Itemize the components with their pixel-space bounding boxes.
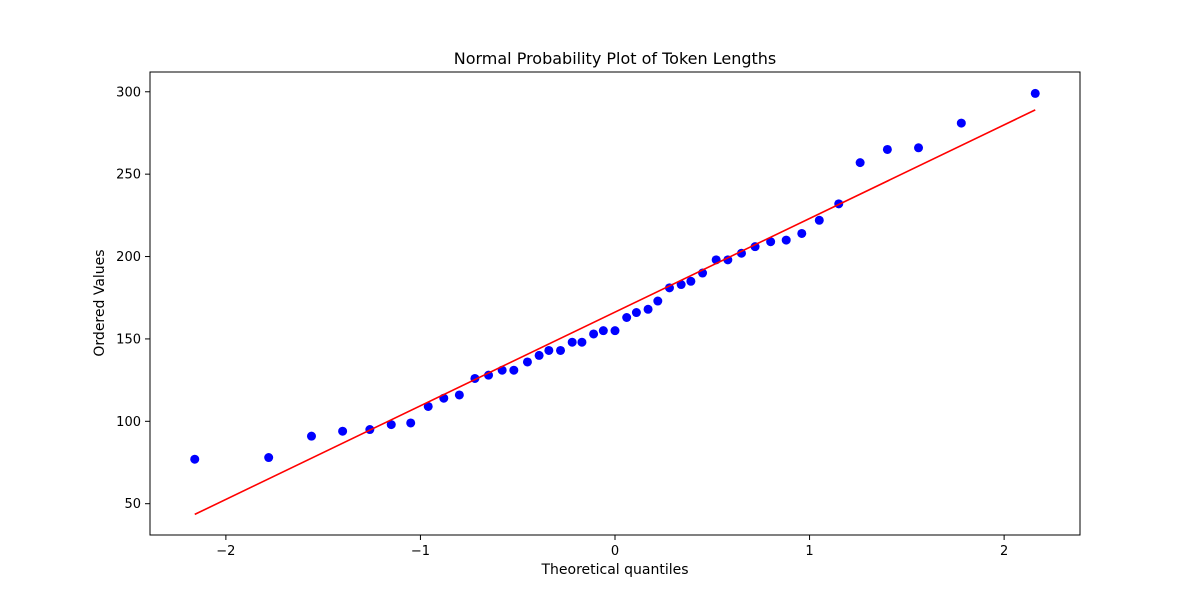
y-tick-label: 200 [116,250,141,265]
data-point [1030,88,1040,98]
data-point [454,390,464,400]
data-point [544,345,554,355]
y-tick-label: 250 [116,168,141,183]
data-point [610,326,620,336]
data-point [567,337,577,347]
data-point [766,237,776,247]
data-point [686,276,696,286]
data-point [306,431,316,441]
data-point [534,350,544,360]
data-point [631,308,641,318]
data-point [423,401,433,411]
data-point [386,420,396,430]
data-point [781,235,791,245]
y-tick-label: 300 [116,85,141,100]
y-axis-label: Ordered Values [92,249,108,356]
data-point [589,329,599,339]
x-tick-label: −1 [411,544,430,559]
chart-title: Normal Probability Plot of Token Lengths [454,49,777,68]
data-point [882,144,892,154]
data-point [484,370,494,380]
data-point [190,454,200,464]
data-point [406,418,416,428]
x-axis-label: Theoretical quantiles [540,562,688,578]
y-tick-label: 150 [116,332,141,347]
data-point [598,326,608,336]
data-point [264,453,274,463]
y-tick-label: 50 [124,497,141,512]
plot-frame [149,71,1081,536]
x-tick-label: 1 [805,544,813,559]
data-point [956,118,966,128]
data-point [643,304,653,314]
data-point [914,143,924,153]
x-tick-label: 0 [611,544,619,559]
fit-line [194,109,1036,516]
data-point [509,365,519,375]
data-point [622,313,632,323]
data-point [653,296,663,306]
data-point [556,345,566,355]
x-tick-label: −2 [216,544,235,559]
data-point [814,215,824,225]
data-point [522,357,532,367]
data-point [338,426,348,436]
data-point [676,280,686,290]
data-point [855,158,865,168]
data-point [797,228,807,238]
x-tick-label: 2 [1000,544,1008,559]
data-point [577,337,587,347]
y-tick-label: 100 [116,415,141,430]
